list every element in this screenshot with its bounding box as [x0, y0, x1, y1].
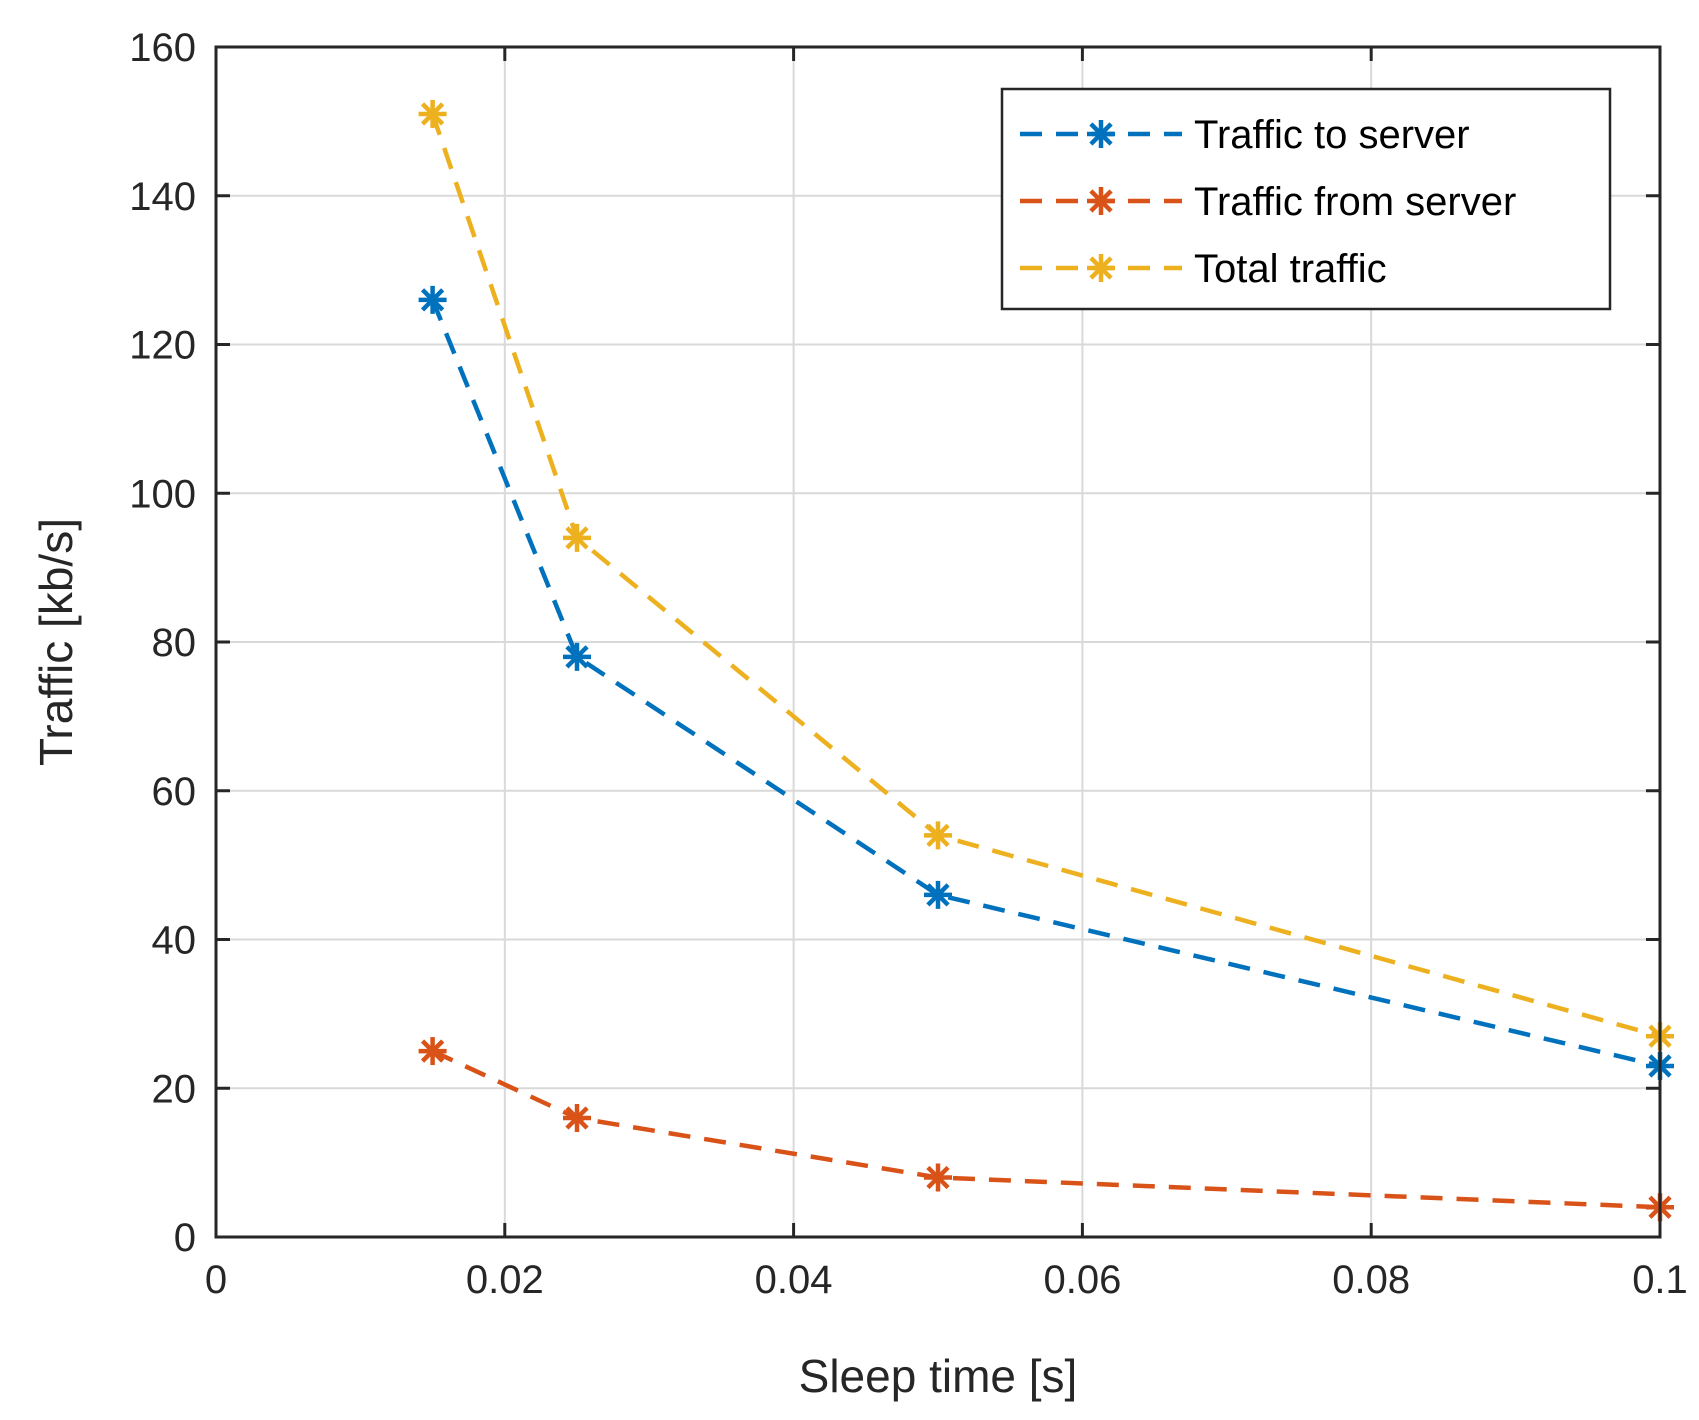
marker-stroke — [926, 823, 950, 848]
data-point-marker — [418, 1037, 447, 1066]
marker-stroke — [1089, 122, 1113, 146]
data-point-marker — [924, 1163, 952, 1192]
data-point-marker — [418, 285, 447, 314]
x-tick-label: 0 — [205, 1258, 227, 1302]
x-tick-label: 0.06 — [1043, 1258, 1121, 1302]
data-point-marker — [924, 880, 952, 909]
legend-label: Traffic to server — [1194, 113, 1470, 157]
marker-stroke — [565, 1106, 589, 1130]
legend-marker — [1087, 254, 1115, 282]
marker-stroke — [1089, 189, 1113, 213]
y-tick-label: 160 — [129, 26, 196, 70]
series-line-total-traffic — [430, 113, 1661, 1039]
data-point-marker — [563, 642, 591, 671]
x-tick-label: 0.1 — [1632, 1258, 1688, 1302]
marker-stroke — [420, 1039, 445, 1063]
y-tick-label: 120 — [129, 324, 196, 368]
ticks: 0 0.02 0.04 0.06 0.08 0.1 0 20 40 60 80 100 120 140 16… — [129, 26, 1688, 1302]
y-tick-label: 0 — [174, 1216, 196, 1260]
data-point-marker — [924, 821, 952, 850]
x-axis-label: Sleep time [s] — [799, 1350, 1078, 1402]
x-tick-label: 0.02 — [466, 1258, 544, 1302]
data-point-marker — [418, 99, 447, 128]
data-point-marker — [563, 1104, 591, 1132]
data-point-marker — [563, 523, 591, 552]
y-tick-label: 80 — [152, 621, 197, 665]
legend-marker — [1087, 187, 1115, 215]
marker-stroke — [565, 526, 589, 550]
legend-label: Traffic from server — [1194, 180, 1516, 224]
y-axis-label: Traffic [kb/s] — [30, 518, 82, 766]
legend-marker — [1087, 120, 1115, 148]
legend-label: Total traffic — [1194, 247, 1387, 291]
y-tick-label: 40 — [152, 919, 197, 963]
y-tick-label: 100 — [129, 472, 196, 516]
marker-stroke — [926, 1165, 950, 1190]
marker-stroke — [420, 102, 445, 126]
y-tick-label: 60 — [152, 770, 197, 814]
legend: Traffic to server Traffic from server Tota… — [1000, 87, 1612, 311]
marker-stroke — [926, 883, 950, 907]
series-line-traffic-from-server — [431, 1049, 1661, 1210]
x-tick-label: 0.04 — [755, 1258, 833, 1302]
marker-stroke — [565, 645, 589, 669]
y-tick-label: 140 — [129, 175, 196, 219]
marker-stroke — [420, 288, 445, 312]
marker-stroke — [1089, 256, 1113, 280]
x-tick-label: 0.08 — [1332, 1258, 1410, 1302]
y-tick-label: 20 — [152, 1067, 197, 1111]
series-line-traffic-to-server — [430, 299, 1661, 1069]
